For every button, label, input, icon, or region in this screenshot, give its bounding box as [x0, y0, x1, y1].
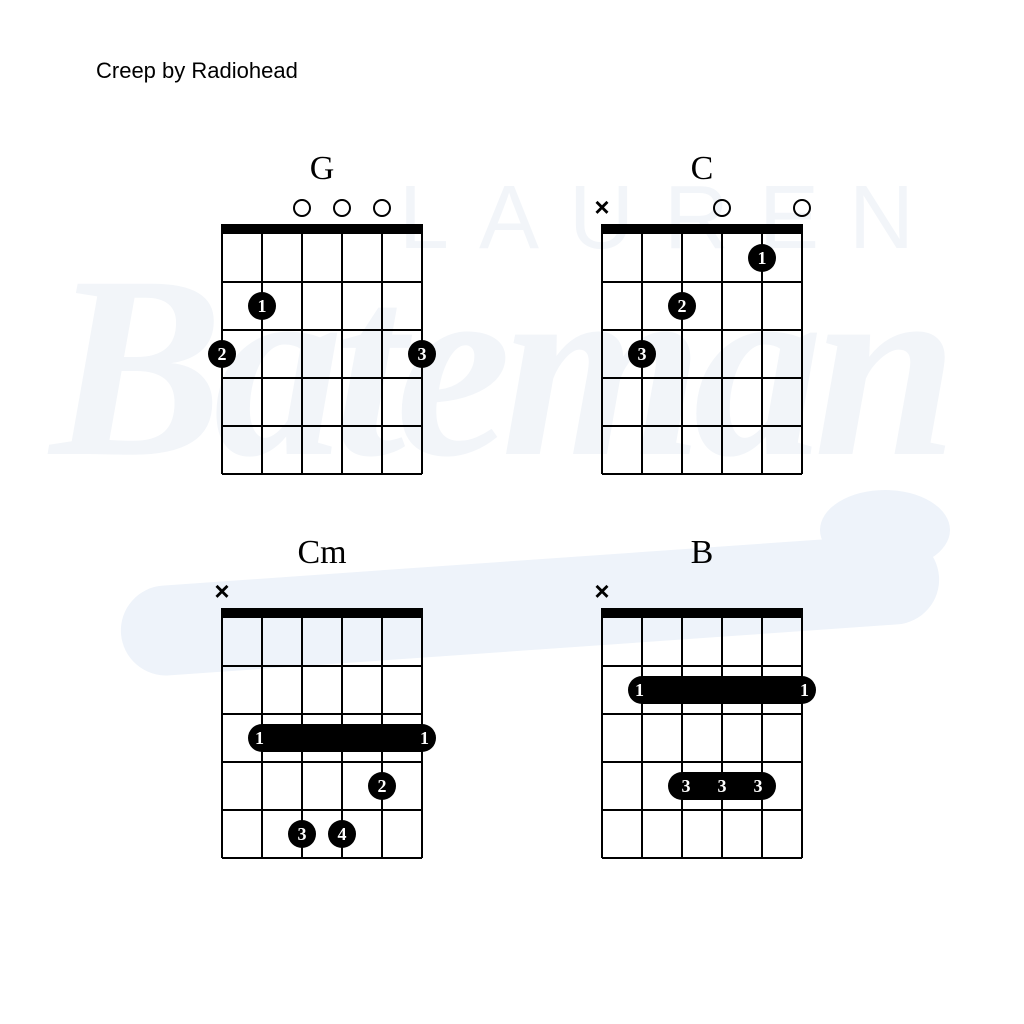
fret-line	[602, 665, 802, 667]
finger-dot: 3	[408, 340, 436, 368]
fret-line	[602, 809, 802, 811]
chord-name: C	[691, 150, 714, 188]
open-string-marker	[333, 199, 351, 217]
fret-line	[602, 761, 802, 763]
chord-row: Cm×11234B×11333	[0, 534, 1024, 858]
chord-C: C × 1 23	[602, 150, 802, 474]
fret-line	[222, 377, 422, 379]
fret-line	[222, 425, 422, 427]
string-line	[261, 224, 263, 474]
chord-name: Cm	[297, 534, 346, 572]
chord-B: B×11333	[602, 534, 802, 858]
nut	[222, 224, 422, 234]
fret-line	[222, 809, 422, 811]
string-markers: ×	[222, 582, 422, 606]
open-string-marker	[713, 199, 731, 217]
string-line	[721, 608, 723, 858]
finger-number: 1	[420, 728, 429, 749]
finger-number: 3	[718, 776, 727, 797]
string-line	[341, 224, 343, 474]
nut	[602, 608, 802, 618]
finger-number: 3	[754, 776, 763, 797]
fret-line	[222, 857, 422, 859]
fret-line	[222, 473, 422, 475]
finger-dot: 3	[628, 340, 656, 368]
finger-dot: 4	[328, 820, 356, 848]
string-line	[721, 224, 723, 474]
finger-dot: 2	[668, 292, 696, 320]
string-line	[381, 224, 383, 474]
mute-string-marker: ×	[594, 580, 609, 602]
nut	[602, 224, 802, 234]
chord-Cm: Cm×11234	[222, 534, 422, 858]
chords-grid: G123C×123 Cm×11234B×11333	[0, 150, 1024, 918]
finger-number: 3	[682, 776, 691, 797]
barre: 11	[628, 676, 816, 704]
string-markers	[222, 198, 422, 222]
string-markers: ×	[602, 582, 802, 606]
string-line	[801, 608, 803, 858]
chord-diagram: ×11333	[602, 608, 802, 858]
fret-line	[222, 281, 422, 283]
nut	[222, 608, 422, 618]
fret-line	[602, 713, 802, 715]
finger-dot: 2	[208, 340, 236, 368]
string-line	[681, 608, 683, 858]
chord-name: G	[310, 150, 335, 188]
mute-string-marker: ×	[214, 580, 229, 602]
finger-number: 1	[255, 728, 264, 749]
string-line	[761, 608, 763, 858]
finger-dot: 1	[248, 292, 276, 320]
open-string-marker	[373, 199, 391, 217]
finger-number: 1	[635, 680, 644, 701]
string-line	[601, 224, 603, 474]
string-line	[801, 224, 803, 474]
finger-dot: 3	[288, 820, 316, 848]
fret-line	[602, 281, 802, 283]
finger-dot: 2	[368, 772, 396, 800]
chord-row: G123C×123	[0, 150, 1024, 474]
chord-diagram: ×123	[602, 224, 802, 474]
open-string-marker	[793, 199, 811, 217]
fret-line	[222, 665, 422, 667]
chord-name: B	[691, 534, 714, 572]
fret-line	[602, 473, 802, 475]
fret-line	[602, 377, 802, 379]
chord-diagram: 123	[222, 224, 422, 474]
string-line	[301, 224, 303, 474]
fret-line	[222, 329, 422, 331]
barre: 3 3 3	[668, 772, 776, 800]
finger-dot: 1	[748, 244, 776, 272]
fretboard: 11234	[222, 608, 422, 858]
string-line	[681, 224, 683, 474]
fretboard: 11333	[602, 608, 802, 858]
mute-string-marker: ×	[594, 196, 609, 218]
chord-diagram: ×11234	[222, 608, 422, 858]
barre: 11	[248, 724, 436, 752]
string-line	[601, 608, 603, 858]
string-line	[641, 608, 643, 858]
fret-line	[222, 713, 422, 715]
finger-number: 1	[800, 680, 809, 701]
fret-line	[222, 761, 422, 763]
fretboard: 1 23	[602, 224, 802, 474]
string-markers: ×	[602, 198, 802, 222]
string-line	[221, 608, 223, 858]
fret-line	[602, 857, 802, 859]
chord-G: G 123	[222, 150, 422, 474]
fret-line	[602, 425, 802, 427]
open-string-marker	[293, 199, 311, 217]
fretboard: 123	[222, 224, 422, 474]
fret-line	[602, 329, 802, 331]
page-title: Creep by Radiohead	[96, 58, 298, 84]
